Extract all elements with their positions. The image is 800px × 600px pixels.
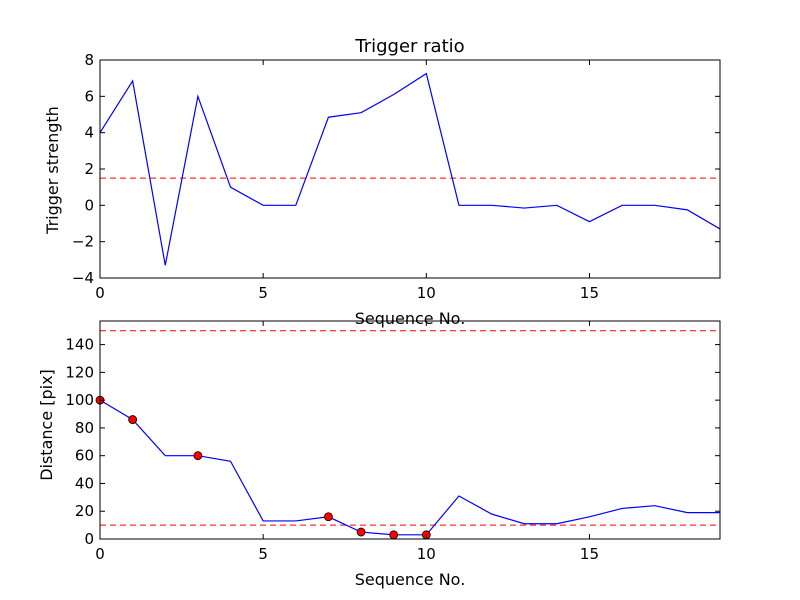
panel1-y-tick-label-0: −4 bbox=[72, 269, 94, 287]
panel1-y-tick-label-4: 4 bbox=[84, 124, 94, 142]
panel1-x-tick-label-0: 0 bbox=[95, 284, 105, 302]
x-axis-label-bottom: Sequence No. bbox=[355, 570, 466, 589]
panel1-series-line-0 bbox=[99, 72, 721, 266]
panel2-y-tick-label-0: 0 bbox=[84, 530, 94, 548]
panel1-x-tick-label-1: 5 bbox=[258, 284, 268, 302]
panel2-data-point-1 bbox=[128, 415, 138, 424]
panel1-x-tick-label-2: 10 bbox=[417, 284, 436, 302]
panel2-y-tick-label-5: 100 bbox=[65, 391, 94, 409]
panel2-data-point-5 bbox=[389, 530, 399, 540]
panel2-data-point-2 bbox=[193, 451, 203, 461]
panel1-axes-frame bbox=[99, 59, 721, 279]
panel2-axes-frame bbox=[99, 320, 721, 540]
panel1-y-tick-label-5: 6 bbox=[84, 87, 94, 105]
panel1-y-tick-label-3: 2 bbox=[84, 160, 94, 178]
panel2-y-tick-label-6: 120 bbox=[65, 363, 94, 381]
panel2-y-tick-label-4: 80 bbox=[75, 419, 94, 437]
panel2-data-point-3 bbox=[324, 512, 333, 522]
panel2-x-tick-label-1: 5 bbox=[258, 545, 268, 563]
panel2-y-tick-label-3: 60 bbox=[75, 447, 94, 465]
x-axis-label: Sequence No. bbox=[355, 309, 466, 328]
panel1-y-tick-label-1: −2 bbox=[72, 233, 94, 251]
panel1-x-tick-label-3: 15 bbox=[580, 284, 599, 302]
y-axis-label-bottom: Distance [pix] bbox=[37, 369, 56, 481]
panel2-x-tick-label-2: 10 bbox=[417, 545, 436, 563]
y-axis-label: Trigger strength bbox=[43, 106, 62, 235]
panel2-x-tick-label-0: 0 bbox=[95, 545, 105, 563]
panel2-y-tick-label-2: 40 bbox=[75, 474, 94, 492]
panel2-series-line-0 bbox=[99, 399, 720, 536]
panel2-data-point-4 bbox=[356, 527, 366, 537]
panel1-y-tick-label-6: 8 bbox=[84, 51, 94, 69]
panel2-y-tick-label-7: 140 bbox=[65, 336, 94, 354]
panel1-y-tick-label-2: 0 bbox=[84, 196, 94, 214]
panel2-y-tick-label-1: 20 bbox=[75, 502, 94, 520]
chart-title: Trigger ratio bbox=[354, 36, 464, 57]
panel2-x-tick-label-3: 15 bbox=[580, 545, 599, 563]
